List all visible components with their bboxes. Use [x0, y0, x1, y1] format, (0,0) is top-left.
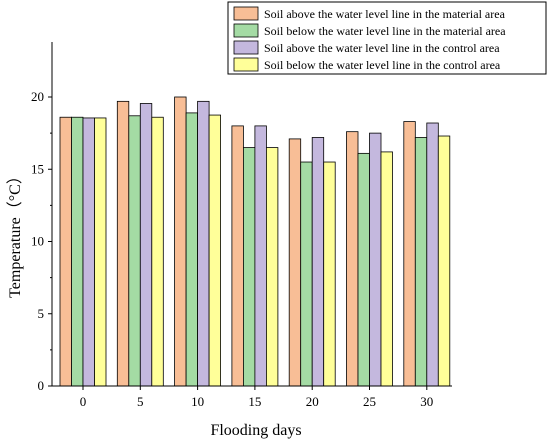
- bar-20-3: [323, 161, 336, 387]
- bar-0-2: [82, 117, 95, 387]
- bar-15-1: [242, 147, 256, 387]
- x-tick-label: 15: [248, 394, 261, 409]
- x-axis-label: Flooding days: [210, 422, 301, 439]
- y-tick-label: 10: [31, 234, 44, 249]
- bar-10-1: [185, 112, 199, 387]
- x-tick-label: 10: [191, 394, 204, 409]
- bar-5-1: [128, 115, 141, 387]
- y-tick-label: 5: [38, 306, 45, 321]
- y-tick-label: 0: [38, 378, 45, 393]
- legend-label-2: Soil above the water level line in the c…: [264, 41, 500, 55]
- bar-10-2: [197, 100, 210, 387]
- axes-layer: [51, 42, 452, 387]
- legend-box: [227, 1, 547, 75]
- bar-15-2: [254, 125, 267, 387]
- bar-10-3: [208, 114, 222, 387]
- legend-label-0: Soil above the water level line in the m…: [264, 7, 506, 21]
- legend-swatch-2: [233, 40, 259, 55]
- y-tick-label: 20: [31, 89, 44, 104]
- bars-layer: [59, 96, 451, 387]
- bar-0-3: [94, 117, 107, 387]
- y-axis-label: Temperature（°C）: [6, 168, 24, 298]
- bar-20-0: [288, 138, 302, 387]
- bar-30-2: [426, 122, 439, 387]
- bar-20-2: [311, 137, 325, 387]
- x-ticks: 0 5 10 15 20 25 30: [80, 386, 433, 409]
- x-tick-label: 5: [137, 394, 144, 409]
- bar-0-0: [59, 116, 72, 387]
- legend-label-1: Soil below the water level line in the m…: [264, 24, 506, 38]
- x-tick-label: 30: [420, 394, 433, 409]
- x-tick-label: 20: [306, 394, 319, 409]
- x-tick-label: 25: [363, 394, 376, 409]
- legend-swatch-1: [233, 23, 259, 38]
- legend-label-3: Soil below the water level line in the c…: [264, 58, 501, 72]
- bar-25-2: [369, 132, 382, 387]
- x-tick-label: 0: [80, 394, 87, 409]
- bar-5-2: [139, 103, 153, 387]
- y-tick-label: 15: [31, 161, 44, 176]
- bar-25-0: [346, 131, 359, 387]
- bar-30-3: [437, 135, 451, 387]
- bar-30-0: [403, 121, 416, 387]
- bar-15-3: [265, 147, 279, 387]
- bar-25-3: [380, 151, 393, 387]
- bar-20-1: [300, 161, 313, 387]
- legend-swatch-3: [233, 57, 259, 72]
- bar-15-0: [231, 125, 244, 387]
- legend-swatch-0: [233, 6, 259, 21]
- bar-5-3: [151, 116, 164, 387]
- bar-30-1: [414, 137, 428, 387]
- bar-25-1: [357, 152, 370, 387]
- bar-5-0: [116, 100, 130, 387]
- bar-10-0: [174, 96, 187, 387]
- y-ticks: 0 5 10 15 20: [31, 89, 52, 393]
- bar-0-1: [71, 116, 84, 387]
- legend: Soil above the water level line in the m…: [227, 1, 547, 75]
